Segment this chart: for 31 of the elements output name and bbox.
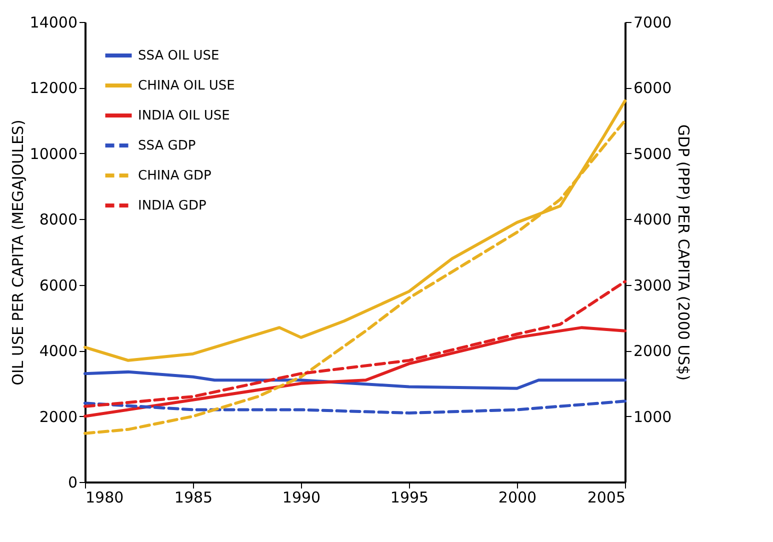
y-axis-title: OIL USE PER CAPITA (MEGAJOULES)	[8, 120, 27, 386]
line-series	[84, 400, 626, 414]
y2-tick-label: 5000	[634, 144, 672, 163]
x-tick-label: 1985	[174, 488, 213, 506]
legend-label: INDIA GDP	[138, 198, 207, 214]
y-tick-label: 12000	[30, 79, 78, 98]
legend-label: CHINA OIL USE	[138, 78, 235, 94]
line-series	[84, 370, 626, 390]
y-tick-label: 2000	[39, 408, 78, 426]
y2-tick-label: 6000	[634, 79, 672, 98]
y2-tick-label: 1000	[634, 408, 672, 426]
y-tick-label: 6000	[39, 276, 78, 294]
y-tick-label: 4000	[39, 342, 78, 360]
x-tick-label: 1980	[86, 488, 124, 506]
legend-label: CHINA GDP	[138, 168, 212, 184]
y-tick-label: 0	[68, 474, 78, 492]
y2-axis-title: GDP (PPP) PER CAPITA (2000 US$)	[674, 124, 693, 381]
y2-tick-label: 3000	[634, 276, 672, 294]
x-tick-label: 2005	[587, 488, 626, 506]
y-tick-label: 10000	[30, 144, 78, 163]
y2-tick-label: 2000	[634, 342, 672, 360]
legend-label: SSA OIL USE	[138, 48, 220, 64]
x-tick-label: 1990	[282, 488, 321, 506]
y2-tick-label: 7000	[634, 14, 672, 32]
x-tick-label: 1995	[390, 488, 429, 506]
y-tick-label: 8000	[39, 210, 78, 229]
legend-label: SSA GDP	[138, 138, 196, 154]
y2-tick-label: 4000	[634, 210, 672, 229]
x-tick-label: 2000	[498, 488, 537, 506]
y-tick-label: 14000	[30, 14, 78, 32]
legend-label: INDIA OIL USE	[138, 108, 230, 124]
